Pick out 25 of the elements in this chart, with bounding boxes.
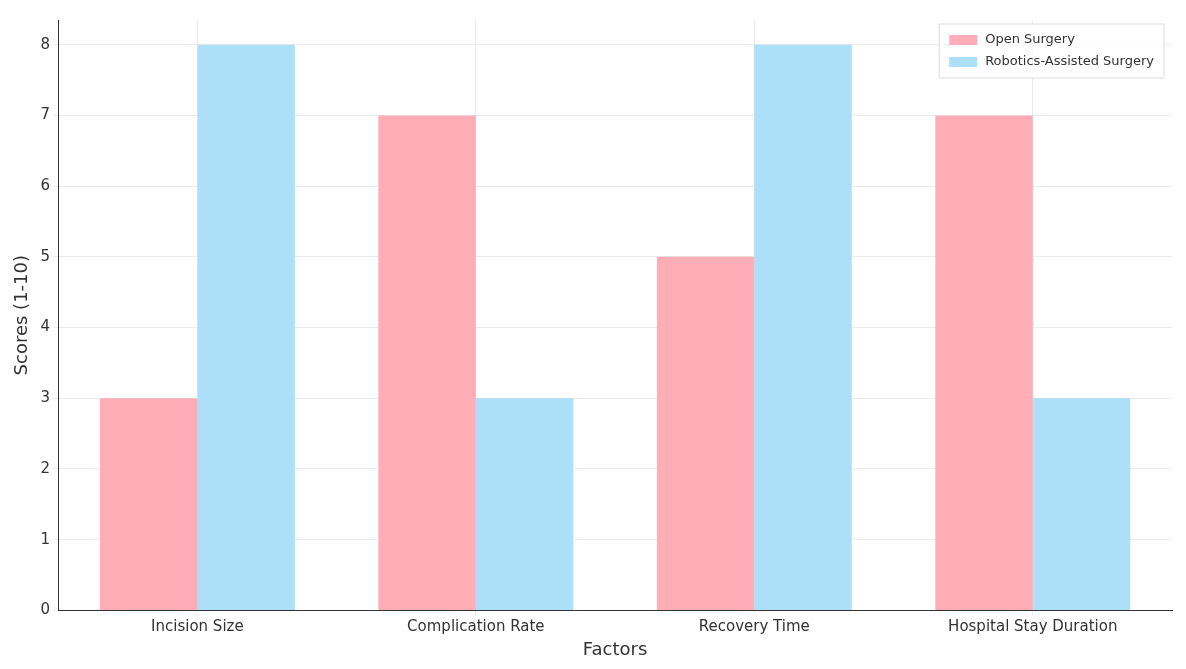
y-tick-label: 7: [40, 105, 51, 124]
bar: [935, 115, 1033, 610]
x-tick-label: Recovery Time: [698, 617, 810, 636]
y-tick-label: 0: [40, 600, 51, 619]
y-tick-label: 8: [40, 34, 51, 53]
bar: [378, 115, 476, 610]
legend-label: Open Surgery: [985, 31, 1076, 47]
x-tick-label: Hospital Stay Duration: [948, 617, 1118, 636]
bar: [197, 44, 295, 610]
y-axis-title: Scores (1-10): [10, 254, 32, 376]
y-tick-label: 3: [40, 388, 51, 407]
x-tick-label: Complication Rate: [407, 617, 545, 636]
x-axis-title: Factors: [582, 637, 648, 659]
bar: [99, 398, 198, 610]
y-tick-label: 6: [40, 176, 51, 195]
bar: [475, 398, 574, 610]
bar: [1032, 398, 1131, 610]
y-tick-label: 2: [40, 458, 51, 477]
y-tick-label: 4: [40, 317, 51, 336]
y-tick-label: 5: [40, 246, 51, 265]
x-tick-label: Incision Size: [151, 617, 244, 636]
bar: [754, 44, 852, 610]
bar: [656, 256, 755, 610]
y-tick-label: 1: [40, 529, 51, 548]
legend-label: Robotics-Assisted Surgery: [985, 53, 1155, 69]
